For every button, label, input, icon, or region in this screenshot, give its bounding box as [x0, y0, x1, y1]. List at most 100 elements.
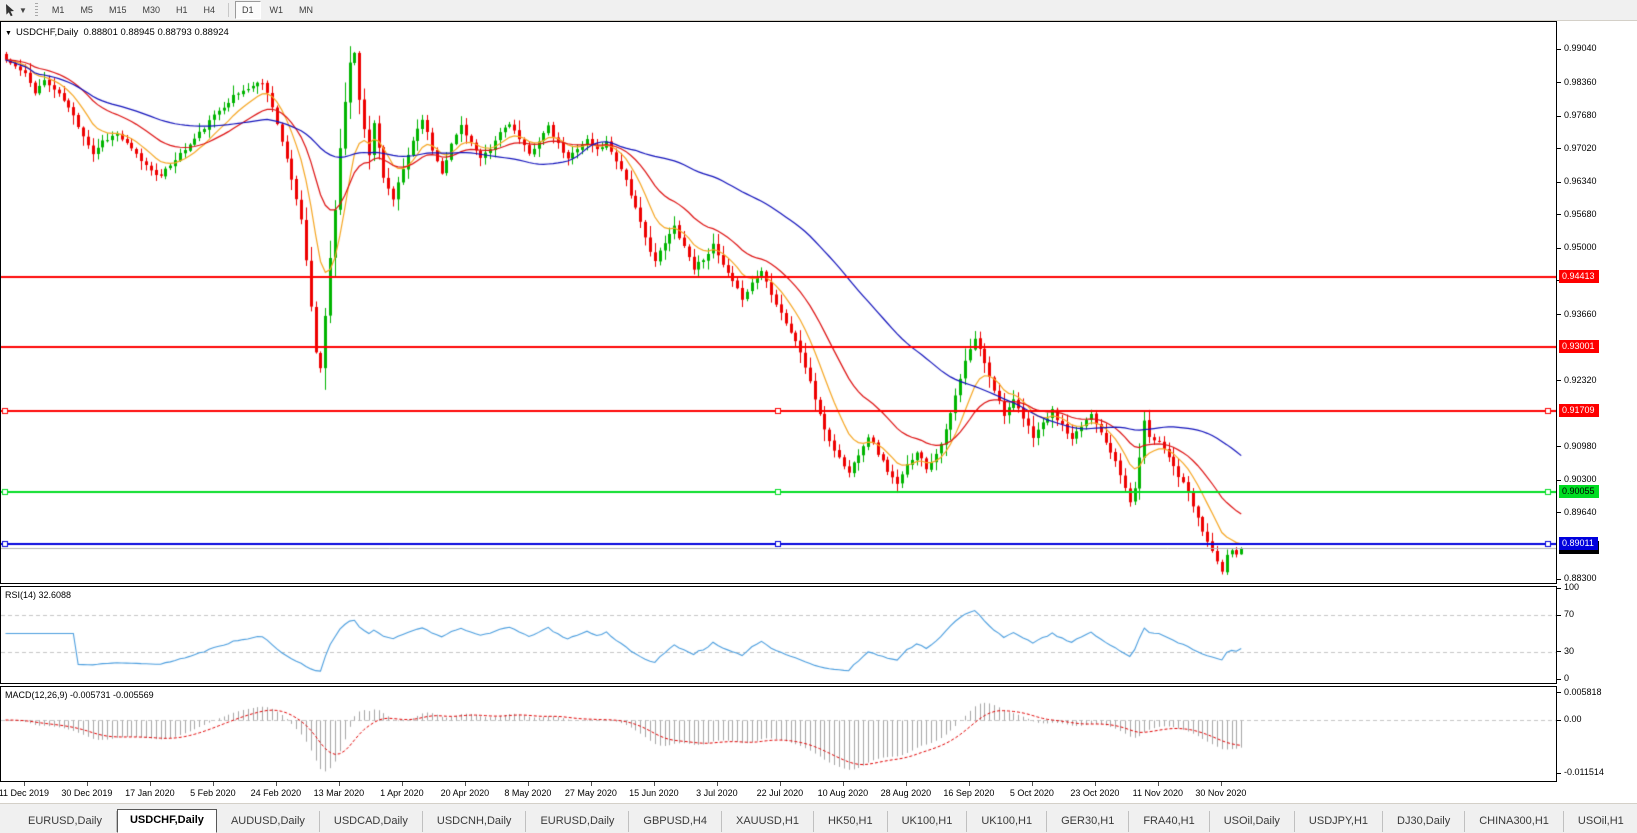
chart-tab[interactable]: EURUSD,Daily	[14, 811, 117, 832]
date-label: 24 Feb 2020	[250, 788, 302, 798]
chart-tab[interactable]: EURUSD,Daily	[526, 811, 630, 832]
cursor-tool-icon[interactable]	[4, 3, 18, 17]
date-tick-mark	[87, 782, 88, 786]
toolbar-grip[interactable]	[34, 3, 38, 17]
timeframe-button-mn[interactable]: MN	[299, 5, 314, 15]
date-tick-mark	[654, 782, 655, 786]
timeframe-button-h1[interactable]: H1	[175, 5, 188, 15]
timeframe-button-m15[interactable]: M15	[108, 5, 127, 15]
level-price-badge: 0.94413	[1559, 270, 1599, 284]
chart-tab[interactable]: GER30,H1	[1047, 811, 1130, 832]
macd-axis-label: -0.011514	[1564, 767, 1604, 778]
date-tick-mark	[276, 782, 277, 786]
date-tick-mark	[1095, 782, 1096, 786]
chart-tab[interactable]: FRA40,H1	[1129, 811, 1210, 832]
price-tick-mark	[1557, 446, 1561, 448]
chart-tab[interactable]: USOil,Daily	[1210, 811, 1295, 832]
timeframe-button-m5[interactable]: M5	[80, 5, 93, 15]
price-tick-mark	[1557, 115, 1561, 117]
date-label: 11 Dec 2019	[0, 788, 50, 798]
timeframe-button-w1[interactable]: W1	[269, 5, 284, 15]
toolbar-separator	[228, 3, 230, 17]
date-tick-mark	[843, 782, 844, 786]
chart-expand-icon[interactable]: ▼	[5, 30, 12, 37]
chart-tab[interactable]: UK100,H1	[967, 811, 1048, 832]
timeframe-button-m1[interactable]: M1	[51, 5, 65, 15]
chart-title: ▼ USDCHF,Daily 0.88801 0.88945 0.88793 0.…	[5, 27, 229, 38]
price-tick-mark	[1557, 247, 1561, 249]
price-tick-mark	[1557, 148, 1561, 150]
price-tick-mark	[1557, 314, 1561, 316]
date-label: 13 Mar 2020	[313, 788, 365, 798]
chevron-down-icon[interactable]: ▼	[19, 5, 27, 15]
rsi-tick-mark	[1557, 614, 1561, 616]
date-tick-mark	[969, 782, 970, 786]
date-label: 1 Apr 2020	[380, 788, 424, 798]
date-label: 23 Oct 2020	[1070, 788, 1120, 798]
date-label: 17 Jan 2020	[125, 788, 175, 798]
chart-ohlc-values: 0.88801 0.88945 0.88793 0.88924	[83, 27, 229, 38]
macd-axis-label: 0.00	[1564, 714, 1582, 724]
chart-tab[interactable]: HK50,H1	[814, 811, 888, 832]
rsi-canvas[interactable]	[1, 587, 1556, 683]
rsi-tick-mark	[1557, 587, 1561, 589]
date-tick-mark	[528, 782, 529, 786]
date-tick-mark	[780, 782, 781, 786]
macd-tick-mark	[1557, 692, 1561, 694]
price-tick-label: 0.88300	[1564, 573, 1597, 584]
level-price-badge: 0.93001	[1559, 340, 1599, 354]
timeframe-button-d1[interactable]: D1	[235, 1, 261, 19]
price-tick-mark	[1557, 214, 1561, 216]
date-tick-mark	[1032, 782, 1033, 786]
chart-tab[interactable]: USDCNH,Daily	[423, 811, 527, 832]
timeframe-buttons: M1 M5 M15 M30 H1 H4 D1 W1 MN	[44, 1, 321, 19]
timeframe-button-h4[interactable]: H4	[203, 5, 216, 15]
chart-tab[interactable]: XAUUSD,H1	[722, 811, 814, 832]
main-chart-pane	[0, 21, 1557, 584]
price-tick-mark	[1557, 479, 1561, 481]
macd-tick-mark	[1557, 772, 1561, 774]
timeframe-button-m30[interactable]: M30	[142, 5, 160, 15]
rsi-axis-label: 30	[1564, 645, 1575, 656]
date-label: 5 Feb 2020	[190, 788, 236, 798]
chart-tab[interactable]: CHINA300,H1	[1465, 811, 1564, 832]
timeframe-toolbar: ▼ M1 M5 M15 M30 H1 H4 D1 W1 MN	[0, 0, 1637, 21]
price-tick-label: 0.93660	[1564, 308, 1597, 319]
chart-tab[interactable]: UK100,H1	[888, 811, 968, 832]
date-axis[interactable]: 11 Dec 2019 30 Dec 2019 17 Jan 2020 5 Feb 2…	[0, 782, 1637, 803]
price-tick-label: 0.90300	[1564, 474, 1597, 485]
chart-symbol-label: USDCHF,Daily	[15, 27, 79, 38]
main-chart-canvas[interactable]	[1, 22, 1556, 583]
level-price-badge: 0.90055	[1559, 485, 1599, 499]
date-tick-mark	[150, 782, 151, 786]
rsi-pane	[0, 586, 1557, 684]
price-tick-label: 0.98360	[1564, 76, 1597, 87]
macd-pane	[0, 686, 1557, 782]
date-tick-mark	[906, 782, 907, 786]
date-label: 30 Dec 2019	[61, 788, 113, 798]
chart-tab[interactable]: USDCAD,Daily	[320, 811, 423, 832]
chart-tab[interactable]: GBPUSD,H4	[629, 811, 722, 832]
chart-tab[interactable]: USDJPY,H1	[1295, 811, 1384, 832]
rsi-tick-mark	[1557, 651, 1561, 653]
date-tick-mark	[402, 782, 403, 786]
date-tick-mark	[24, 782, 25, 786]
chart-tab[interactable]: AUDUSD,Daily	[217, 811, 320, 832]
chart-tab[interactable]: USDCHF,Daily	[116, 809, 217, 833]
price-axis[interactable]: 0.99040 0.98360 0.97680 0.97020 0.96340 0.956…	[1557, 21, 1637, 782]
date-label: 11 Nov 2020	[1132, 788, 1184, 798]
chart-tab[interactable]: DJ30,Daily	[1383, 811, 1466, 832]
date-tick-mark	[465, 782, 466, 786]
date-tick-mark	[1221, 782, 1222, 786]
date-tick-mark	[1158, 782, 1159, 786]
price-tick-label: 0.92320	[1564, 374, 1597, 385]
date-label: 5 Oct 2020	[1009, 788, 1054, 798]
date-label: 30 Nov 2020	[1195, 788, 1247, 798]
price-tick-label: 0.95000	[1564, 242, 1597, 253]
chart-tab[interactable]: USOil,H1	[1564, 811, 1637, 832]
rsi-axis-label: 70	[1564, 609, 1575, 620]
rsi-axis-label: 0	[1564, 673, 1570, 683]
macd-canvas[interactable]	[1, 687, 1556, 781]
price-tick-label: 0.95680	[1564, 208, 1597, 219]
